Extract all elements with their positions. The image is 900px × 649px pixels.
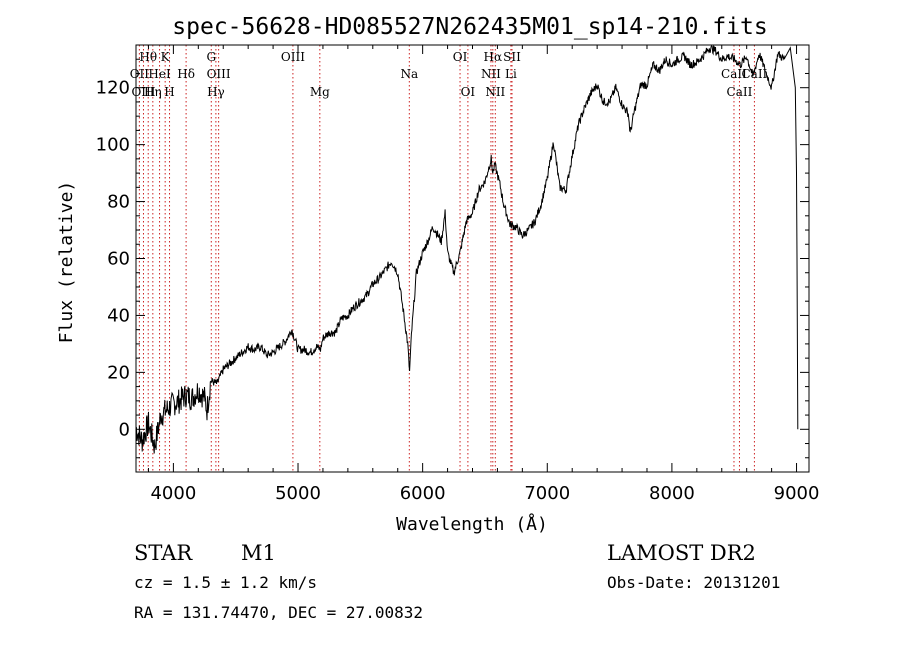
- y-tick-label: 100: [96, 135, 130, 156]
- line-label: G: [206, 50, 216, 64]
- line-label: NII: [485, 85, 505, 99]
- line-label: SII: [503, 50, 521, 64]
- y-tick-label: 120: [96, 78, 130, 99]
- x-tick-label: 6000: [400, 483, 446, 504]
- plot-frame: [135, 44, 810, 473]
- line-label: OIII: [207, 67, 231, 81]
- object-subclass: M1: [241, 541, 276, 565]
- line-label: Hη: [144, 85, 162, 99]
- line-label: Hθ: [139, 50, 157, 64]
- line-label: CaII: [721, 67, 747, 81]
- x-tick-label: 7000: [524, 483, 570, 504]
- line-label: CaII: [727, 85, 753, 99]
- line-label: CaII: [741, 67, 767, 81]
- x-tick-label: 5000: [275, 483, 321, 504]
- y-tick-label: 40: [107, 305, 130, 326]
- object-class: STAR: [134, 541, 193, 565]
- y-tick-label: 80: [107, 192, 130, 213]
- survey-name: LAMOST DR2: [607, 541, 756, 565]
- x-tick-label: 4000: [150, 483, 196, 504]
- line-label: NII: [481, 67, 501, 81]
- redshift-info: cz = 1.5 ± 1.2 km/s: [134, 573, 317, 592]
- x-tick-label: 9000: [774, 483, 820, 504]
- line-label: Mg: [310, 85, 330, 99]
- y-axis-ticks: 0 20 40 60 80 100 120: [96, 58, 809, 459]
- line-label: OI: [453, 50, 468, 64]
- x-axis-ticks: 4000 5000 6000 7000 8000 9000: [147, 45, 820, 504]
- y-tick-label: 0: [119, 419, 130, 440]
- emission-line-labels: HθOIIOIIIHηHeIKHHδGOIIIHγOIIIMgNaOIOIHαN…: [130, 50, 768, 99]
- line-label: Hδ: [177, 67, 195, 81]
- line-label: OI: [461, 85, 476, 99]
- line-label: Hγ: [207, 85, 225, 99]
- x-axis-label: Wavelength (Å): [396, 513, 548, 535]
- line-label: H: [164, 85, 174, 99]
- y-tick-label: 60: [107, 249, 130, 270]
- line-label: HeI: [148, 67, 171, 81]
- line-label: Hα: [484, 50, 503, 64]
- observation-date: Obs-Date: 20131201: [607, 573, 780, 592]
- chart-title: spec-56628-HD085527N262435M01_sp14-210.f…: [172, 14, 767, 40]
- x-tick-label: 8000: [649, 483, 695, 504]
- line-label: OIII: [131, 85, 155, 99]
- spectrum-series: [135, 45, 799, 454]
- spectrum-line: [135, 45, 799, 454]
- line-label: OII: [130, 67, 150, 81]
- line-label: K: [161, 50, 171, 64]
- coordinates-info: RA = 131.74470, DEC = 27.00832: [134, 603, 423, 622]
- line-label: Na: [400, 67, 418, 81]
- y-tick-label: 20: [107, 362, 130, 383]
- emission-line-markers: [138, 45, 755, 472]
- line-label: OIII: [281, 50, 305, 64]
- y-axis-label: Flux (relative): [56, 181, 77, 344]
- line-label: Li: [505, 67, 517, 81]
